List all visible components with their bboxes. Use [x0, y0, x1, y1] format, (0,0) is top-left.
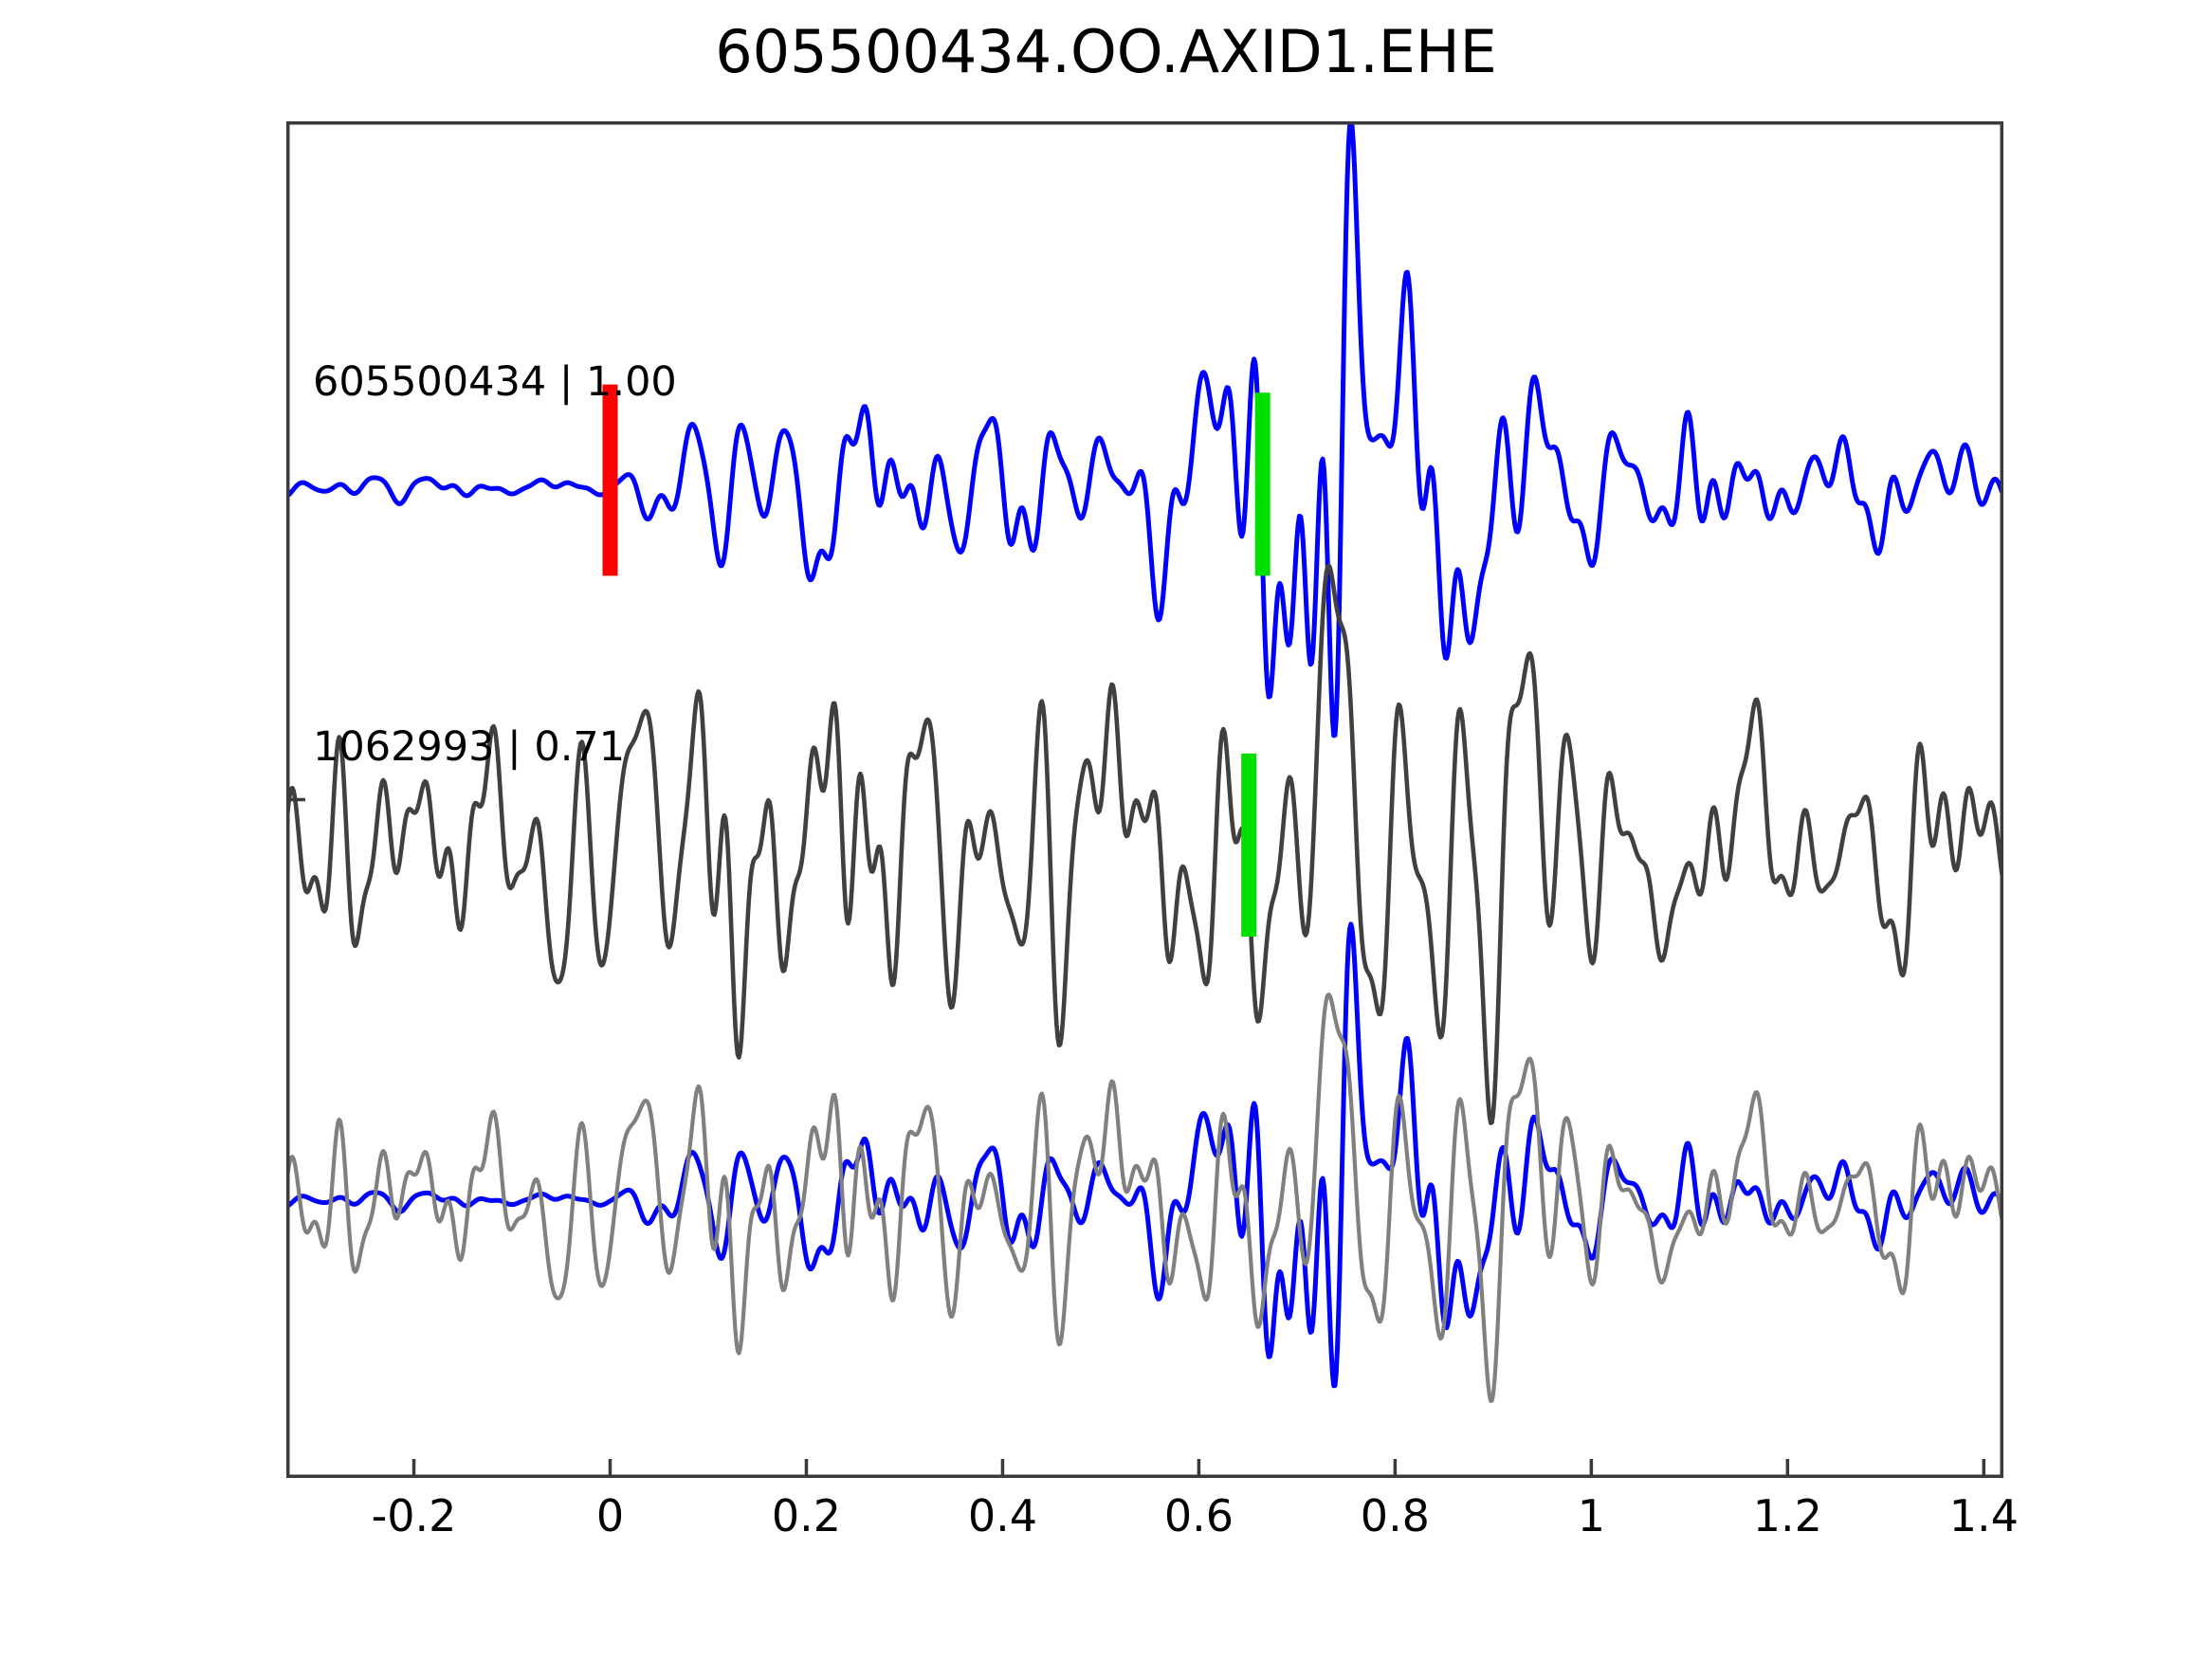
waveform-trace	[286, 563, 2003, 1125]
axes-frame	[286, 121, 2003, 1478]
pick-marker-s-pick-detection	[1241, 753, 1257, 938]
waveform-trace	[286, 921, 2003, 1389]
x-tick-label: 0.4	[967, 1490, 1038, 1541]
page-title: 605500434.OO.AXID1.EHE	[715, 17, 1497, 86]
x-tick-label: 0.8	[1360, 1490, 1430, 1541]
waveform-trace	[286, 992, 2003, 1403]
waveform-trace	[286, 121, 2003, 738]
pick-marker-s-pick-template	[1254, 392, 1271, 576]
plot-area	[286, 121, 2003, 1478]
x-tick-label: -0.2	[371, 1490, 457, 1541]
trace-label-detection: 1062993 | 0.71	[313, 723, 626, 771]
pick-marker-p-pick	[602, 384, 618, 576]
pick-markers-group	[602, 384, 1271, 938]
x-tick-label: 1	[1577, 1490, 1605, 1541]
x-tick-label: 0	[595, 1490, 625, 1541]
x-tick-label: 1.2	[1752, 1490, 1822, 1541]
x-tick-label: 1.4	[1948, 1490, 2019, 1541]
x-tick-label: 0.2	[771, 1490, 842, 1541]
waveform-plot	[286, 121, 2003, 1478]
x-tick-label: 0.6	[1163, 1490, 1234, 1541]
trace-label-template: 605500434 | 1.00	[313, 358, 677, 406]
axes-border	[286, 121, 2003, 1478]
traces-group	[286, 121, 2003, 1403]
